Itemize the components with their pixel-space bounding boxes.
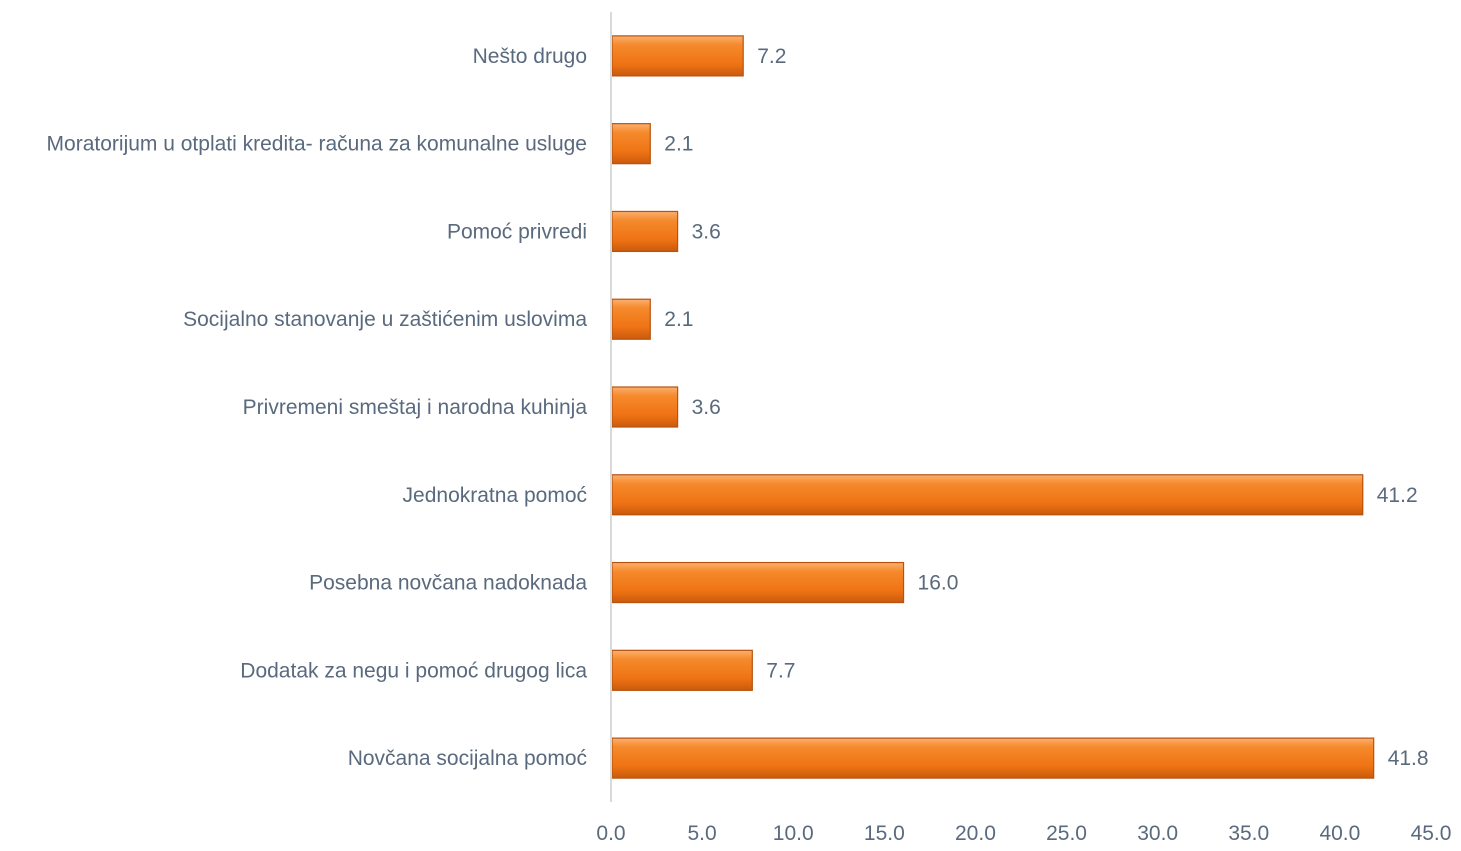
- bar: [611, 35, 744, 77]
- data-label: 3.6: [692, 220, 721, 243]
- category-label: Socijalno stanovanje u zaštićenim uslovi…: [183, 308, 587, 331]
- category-label: Moratorijum u otplati kredita- računa za…: [47, 133, 587, 156]
- category-label: Posebna novčana nadoknada: [309, 572, 587, 595]
- bar: [611, 474, 1364, 516]
- x-tick-label: 15.0: [864, 822, 905, 845]
- category-label: Nešto drugo: [473, 45, 587, 68]
- data-label: 16.0: [918, 572, 959, 595]
- bar: [611, 386, 679, 428]
- data-label: 41.2: [1377, 484, 1418, 507]
- x-tick-label: 0.0: [596, 822, 625, 845]
- category-label: Pomoć privredi: [447, 220, 587, 243]
- category-label: Privremeni smeštaj i narodna kuhinja: [243, 396, 588, 419]
- x-tick-label: 5.0: [688, 822, 717, 845]
- category-label: Dodatak za negu i pomoć drugog lica: [240, 659, 587, 682]
- x-tick-label: 30.0: [1137, 822, 1178, 845]
- data-label: 2.1: [664, 308, 693, 331]
- bar: [611, 649, 753, 691]
- x-tick-label: 45.0: [1411, 822, 1452, 845]
- category-label: Novčana socijalna pomoć: [348, 747, 587, 770]
- data-label: 7.7: [766, 659, 795, 682]
- data-label: 41.8: [1388, 747, 1429, 770]
- category-label: Jednokratna pomoć: [403, 484, 587, 507]
- bar: [611, 737, 1375, 779]
- x-tick-label: 40.0: [1319, 822, 1360, 845]
- bar: [611, 561, 905, 604]
- data-label: 2.1: [664, 133, 693, 156]
- x-tick-label: 25.0: [1046, 822, 1087, 845]
- x-tick-label: 20.0: [955, 822, 996, 845]
- bar: [611, 210, 679, 253]
- x-tick-label: 10.0: [773, 822, 814, 845]
- bar: [611, 298, 651, 340]
- bars-layer: Nešto drugo 7.2 Moratorijum u otplati kred…: [47, 35, 1429, 779]
- data-label: 3.6: [692, 396, 721, 419]
- bar: [611, 123, 651, 165]
- data-label: 7.2: [757, 45, 786, 68]
- x-tick-label: 35.0: [1228, 822, 1269, 845]
- axis-layer: 0.0 5.0 10.0 15.0 20.0 25.0 30.0 35.0 40.0 45.0: [596, 12, 1451, 845]
